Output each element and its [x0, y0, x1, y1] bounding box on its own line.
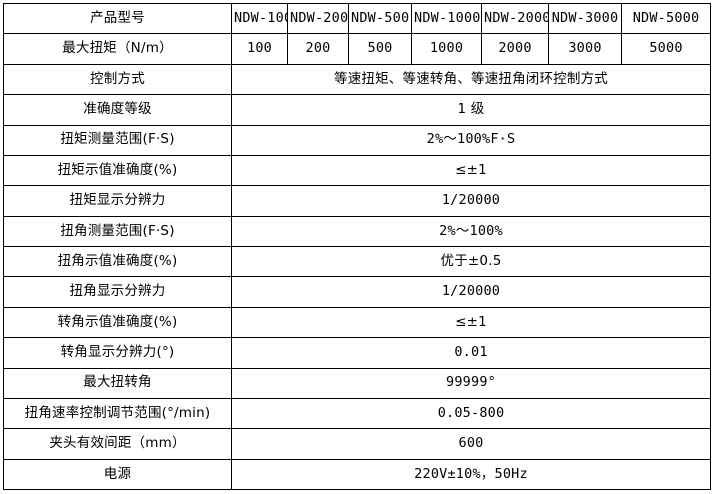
row-value: 2%～100%F·S — [231, 124, 711, 156]
row-value: 1/20000 — [231, 276, 711, 308]
table-row: 扭角示值准确度(%) 优于±0.5 — [3, 245, 711, 278]
model-header-3: NDW-500 — [348, 2, 412, 35]
max-torque-value-1: 100 — [231, 33, 288, 65]
model-header-6: NDW-3000 — [548, 2, 622, 35]
max-torque-value-6: 3000 — [548, 33, 622, 65]
table-row: 夹头有效间距（mm） 600 — [3, 428, 711, 460]
table-row: 扭角显示分辨力 1/20000 — [3, 276, 711, 308]
table-row-model-header: 产品型号 NDW-100 NDW-200 NDW-500 NDW-1000 ND… — [3, 2, 711, 35]
row-value: 0.01 — [231, 337, 711, 369]
table-row: 转角示值准确度(%) ≤±1 — [3, 306, 711, 339]
max-torque-value-4: 1000 — [411, 33, 482, 65]
row-value: 600 — [231, 428, 711, 460]
table-row: 扭矩测量范围(F·S) 2%～100%F·S — [3, 124, 711, 156]
table-row: 扭矩显示分辨力 1/20000 — [3, 185, 711, 217]
table-row: 电源 220V±10%，50Hz — [3, 458, 711, 491]
row-label: 扭角速率控制调节范围(°/min) — [3, 397, 232, 430]
row-label: 电源 — [3, 458, 232, 491]
row-label: 扭矩显示分辨力 — [3, 185, 232, 217]
table-row: 准确度等级 1 级 — [3, 94, 711, 126]
model-header-5: NDW-2000 — [481, 2, 549, 35]
row-label: 转角示值准确度(%) — [3, 306, 232, 339]
table-row: 控制方式 等速扭矩、等速转角、等速扭角闭环控制方式 — [3, 63, 711, 96]
row-label: 准确度等级 — [3, 94, 232, 126]
row-value: 99999° — [231, 367, 711, 399]
row-label: 最大扭转角 — [3, 367, 232, 399]
row-value: ≤±1 — [231, 306, 711, 339]
max-torque-value-2: 200 — [287, 33, 349, 65]
row-label: 扭矩测量范围(F·S) — [3, 124, 232, 156]
row-value: 2%～100% — [231, 215, 711, 248]
table-row: 扭角测量范围(F·S) 2%～100% — [3, 215, 711, 248]
row-value: 220V±10%，50Hz — [231, 458, 711, 491]
table-row-max-torque: 最大扭矩（N/m） 100 200 500 1000 2000 3000 500… — [3, 33, 711, 65]
row-value: 1 级 — [231, 94, 711, 126]
max-torque-value-7: 5000 — [621, 33, 711, 65]
table-row: 扭矩示值准确度(%) ≤±1 — [3, 154, 711, 187]
model-header-7: NDW-5000 — [621, 2, 711, 35]
spec-table-body: 产品型号 NDW-100 NDW-200 NDW-500 NDW-1000 ND… — [3, 2, 711, 491]
row-label: 扭矩示值准确度(%) — [3, 154, 232, 187]
max-torque-value-5: 2000 — [481, 33, 549, 65]
row-value: 1/20000 — [231, 185, 711, 217]
row-value: 优于±0.5 — [231, 245, 711, 278]
row-value: ≤±1 — [231, 154, 711, 187]
row-value: 等速扭矩、等速转角、等速扭角闭环控制方式 — [231, 63, 711, 96]
model-header-2: NDW-200 — [287, 2, 349, 35]
row-label-max-torque: 最大扭矩（N/m） — [3, 33, 232, 65]
max-torque-value-3: 500 — [348, 33, 412, 65]
table-row: 扭角速率控制调节范围(°/min) 0.05-800 — [3, 397, 711, 430]
model-header-1: NDW-100 — [231, 2, 288, 35]
row-label: 控制方式 — [3, 63, 232, 96]
product-specification-table: 产品型号 NDW-100 NDW-200 NDW-500 NDW-1000 ND… — [3, 2, 711, 491]
row-label-product-model: 产品型号 — [3, 2, 232, 35]
row-label: 扭角示值准确度(%) — [3, 245, 232, 278]
table-row: 最大扭转角 99999° — [3, 367, 711, 399]
row-label: 扭角测量范围(F·S) — [3, 215, 232, 248]
row-label: 扭角显示分辨力 — [3, 276, 232, 308]
table-row: 转角显示分辨力(°) 0.01 — [3, 337, 711, 369]
row-label: 转角显示分辨力(°) — [3, 337, 232, 369]
row-value: 0.05-800 — [231, 397, 711, 430]
model-header-4: NDW-1000 — [411, 2, 482, 35]
row-label: 夹头有效间距（mm） — [3, 428, 232, 460]
